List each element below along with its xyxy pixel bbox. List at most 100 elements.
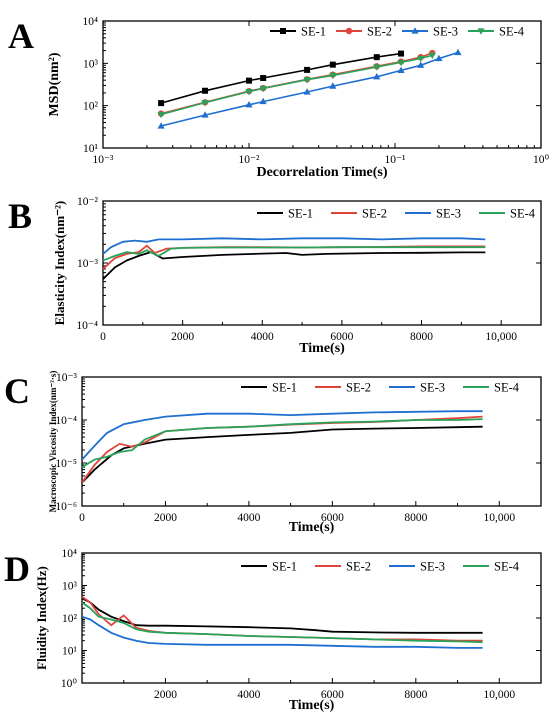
- legend-label: SE-3: [436, 207, 461, 221]
- x-tick-label: 0: [79, 512, 85, 524]
- panel-letter-A: A: [8, 16, 34, 56]
- y-axis-title: Elasticity Index(nm⁻²): [52, 201, 67, 326]
- data-point-se-1: [260, 75, 267, 82]
- legend-label: SE-2: [346, 560, 371, 574]
- x-tick-label: 6000: [321, 689, 344, 701]
- x-tick-label: 10,000: [483, 689, 515, 701]
- data-point-se-3: [329, 82, 337, 89]
- x-tick-label: 10⁻³: [92, 154, 114, 166]
- data-point-se-3: [303, 88, 311, 95]
- legend-marker: [345, 27, 353, 35]
- data-point-se-4: [303, 77, 311, 84]
- legend-label: SE-3: [433, 25, 458, 39]
- series-group: [82, 410, 483, 484]
- legend: SE-1 SE-2 SE-3 SE-4: [270, 25, 525, 39]
- y-tick-label: 10⁻⁶: [55, 501, 77, 513]
- y-tick-label: 10⁻⁴: [76, 320, 98, 332]
- series-line-se-3: [82, 410, 483, 461]
- legend-marker: [411, 27, 419, 34]
- data-point-se-1: [373, 54, 380, 61]
- x-tick-label: 10⁻¹: [384, 154, 406, 166]
- x-tick-label: 10,000: [483, 512, 515, 524]
- legend-label: SE-3: [420, 560, 445, 574]
- x-axis-title: Time(s): [289, 698, 335, 713]
- series-line-se-3: [103, 237, 486, 255]
- data-point-se-1: [304, 66, 311, 73]
- y-tick-label: 10⁰: [61, 678, 78, 690]
- data-point-se-4: [157, 111, 165, 119]
- y-tick-label: 10²: [62, 613, 78, 625]
- x-tick-label: 8000: [404, 689, 427, 701]
- series-line-se-1: [103, 251, 486, 280]
- y-tick-label: 10²: [83, 101, 99, 113]
- data-point-se-3: [259, 97, 267, 105]
- legend-label: SE-2: [362, 207, 387, 221]
- x-tick-label: 4000: [237, 689, 260, 701]
- y-tick-label: 10⁴: [61, 548, 77, 560]
- x-tick-label: 2000: [154, 689, 177, 701]
- legend: SE-1 SE-2 SE-3 SE-4: [241, 560, 520, 574]
- legend-label: SE-1: [272, 560, 297, 574]
- data-point-se-4: [259, 85, 267, 93]
- legend-label: SE-1: [301, 25, 326, 39]
- series-line-se-4: [82, 601, 483, 644]
- y-axis-title: MSD(nm²): [47, 52, 62, 116]
- legend-label: SE-2: [367, 25, 392, 39]
- legend-label: SE-4: [510, 207, 536, 221]
- legend-label: SE-4: [499, 25, 525, 39]
- plot-frame: [102, 200, 542, 326]
- x-tick-label: 6000: [321, 512, 344, 524]
- series-line-se-4: [103, 246, 486, 262]
- x-tick-label: 0: [100, 331, 106, 343]
- x-tick-label: 6000: [330, 331, 353, 343]
- x-tick-label: 2000: [154, 512, 177, 524]
- x-tick-label: 4000: [251, 331, 274, 343]
- plot-frame: [81, 376, 542, 507]
- legend: SE-1 SE-2 SE-3 SE-4: [257, 207, 536, 221]
- data-point-se-3: [397, 66, 405, 74]
- panel-letter-D: D: [4, 549, 30, 589]
- legend-label: SE-3: [420, 381, 445, 395]
- x-tick-label: 2000: [171, 331, 194, 343]
- data-point-se-1: [398, 50, 405, 57]
- plot-frame: [81, 552, 542, 684]
- x-tick-label: 10⁰: [533, 154, 550, 166]
- data-point-se-4: [397, 59, 405, 67]
- legend-marker: [477, 28, 485, 35]
- legend: SE-1 SE-2 SE-3 SE-4: [241, 381, 520, 395]
- series-line-se-1: [82, 597, 483, 634]
- legend-label: SE-4: [494, 381, 520, 395]
- data-point-se-3: [201, 111, 209, 118]
- series-line-se-4: [82, 418, 483, 468]
- x-axis-title: Time(s): [289, 520, 335, 535]
- y-tick-label: 10⁻³: [77, 258, 99, 270]
- data-point-se-4: [329, 72, 337, 80]
- x-tick-label: 10,000: [485, 331, 517, 343]
- data-point-se-3: [245, 100, 253, 108]
- y-tick-label: 10¹: [62, 646, 78, 658]
- y-tick-label: 10⁻²: [77, 196, 99, 208]
- series-group: [157, 48, 462, 129]
- y-tick-label: 10⁻⁴: [55, 415, 77, 427]
- data-point-se-1: [202, 87, 209, 94]
- data-point-se-4: [428, 52, 436, 60]
- data-point-se-1: [246, 77, 252, 84]
- y-tick-label: 10³: [83, 58, 99, 70]
- data-point-se-1: [329, 61, 336, 68]
- legend-marker: [280, 28, 286, 34]
- series-line-se-2: [160, 52, 433, 115]
- series-group: [82, 596, 483, 649]
- plot-frame: [102, 20, 542, 149]
- x-tick-label: 8000: [404, 512, 427, 524]
- y-tick-label: 10⁴: [82, 16, 98, 28]
- series-line-se-1: [82, 425, 483, 484]
- series-line-se-2: [82, 596, 483, 642]
- x-tick-label: 8000: [410, 331, 433, 343]
- series-line-se-2: [82, 415, 483, 484]
- data-point-se-4: [245, 88, 253, 96]
- panel-D: D 10⁰ 10¹ 10² 10³ 10⁴ 2000 4000 6000 8000 10,000 Ti…: [4, 548, 542, 713]
- y-axis-title: Macroscopic Viscosity Index(nm⁻²·s): [48, 371, 58, 513]
- data-point-se-4: [201, 100, 209, 107]
- y-tick-label: 10⁻⁵: [55, 458, 77, 470]
